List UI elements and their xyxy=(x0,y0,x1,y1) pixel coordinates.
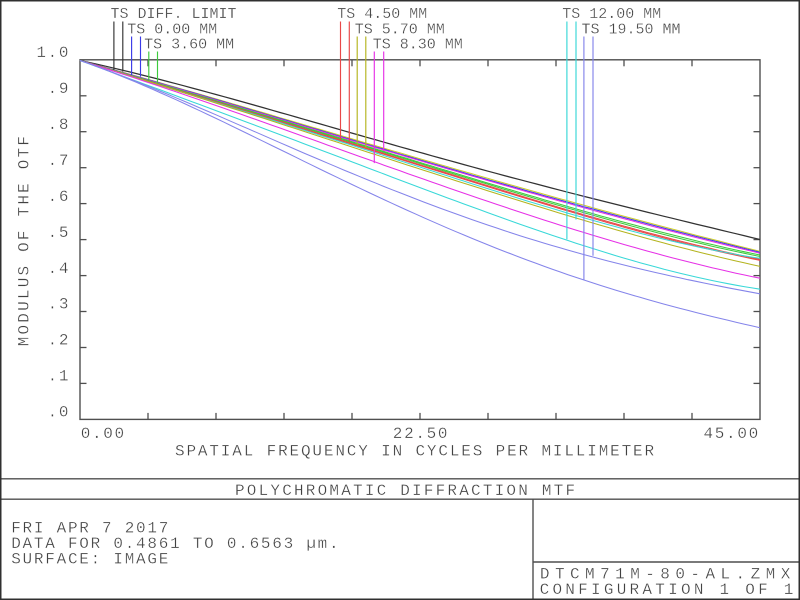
svg-text:TS 5.70 MM: TS 5.70 MM xyxy=(355,21,445,38)
svg-text:TS 4.50 MM: TS 4.50 MM xyxy=(337,6,427,23)
svg-text:TS 19.50 MM: TS 19.50 MM xyxy=(582,21,681,38)
svg-text:.9: .9 xyxy=(48,80,71,98)
svg-text:22.50: 22.50 xyxy=(393,425,449,443)
svg-text:.2: .2 xyxy=(48,332,71,350)
svg-text:.5: .5 xyxy=(48,224,71,242)
svg-text:.8: .8 xyxy=(48,116,71,134)
svg-text:FRI APR 7 2017: FRI APR 7 2017 xyxy=(11,520,170,538)
svg-text:SPATIAL FREQUENCY IN CYCLES PE: SPATIAL FREQUENCY IN CYCLES PER MILLIMET… xyxy=(175,443,656,461)
svg-text:POLYCHROMATIC DIFFRACTION MTF: POLYCHROMATIC DIFFRACTION MTF xyxy=(235,482,577,500)
svg-text:TS 3.60 MM: TS 3.60 MM xyxy=(144,36,234,53)
svg-text:.3: .3 xyxy=(48,296,71,314)
svg-text:TS DIFF. LIMIT: TS DIFF. LIMIT xyxy=(111,6,237,23)
svg-text:1.0: 1.0 xyxy=(36,44,70,62)
svg-text:0.00: 0.00 xyxy=(81,425,126,443)
svg-text:.7: .7 xyxy=(48,152,71,170)
svg-text:.1: .1 xyxy=(48,368,71,386)
svg-text:TS 8.30 MM: TS 8.30 MM xyxy=(373,36,463,53)
svg-text:.0: .0 xyxy=(48,404,71,422)
svg-text:CONFIGURATION 1 OF 1: CONFIGURATION 1 OF 1 xyxy=(540,581,797,599)
svg-text:.4: .4 xyxy=(48,260,71,278)
svg-text:DATA FOR 0.4861 TO 0.6563 µm.: DATA FOR 0.4861 TO 0.6563 µm. xyxy=(11,535,340,553)
svg-text:SURFACE: IMAGE: SURFACE: IMAGE xyxy=(11,550,170,568)
svg-text:45.00: 45.00 xyxy=(704,425,760,443)
svg-text:TS 12.00 MM: TS 12.00 MM xyxy=(562,6,661,23)
svg-text:DTCM71M-80-AL.ZMX: DTCM71M-80-AL.ZMX xyxy=(540,565,796,583)
svg-text:.6: .6 xyxy=(48,188,71,206)
svg-text:TS 0.00 MM: TS 0.00 MM xyxy=(127,21,217,38)
svg-text:MODULUS OF THE OTF: MODULUS OF THE OTF xyxy=(16,134,34,346)
